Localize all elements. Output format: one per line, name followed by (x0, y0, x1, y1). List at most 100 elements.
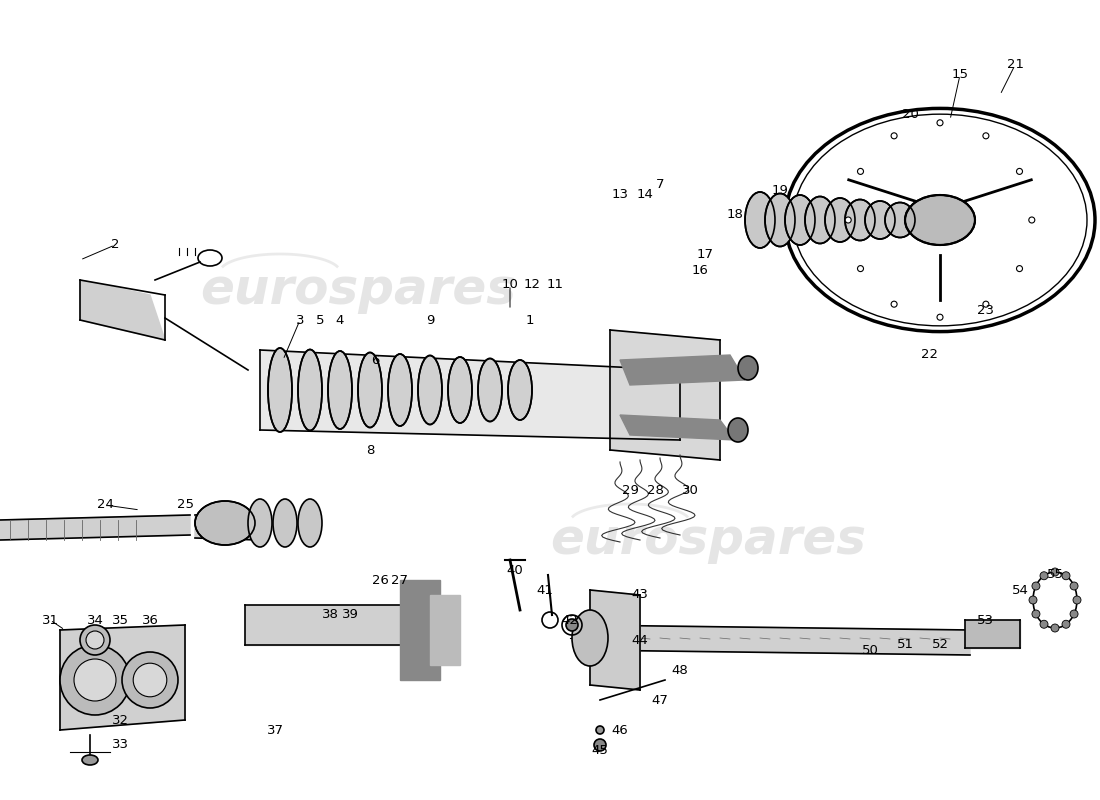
Ellipse shape (82, 755, 98, 765)
Text: 10: 10 (502, 278, 518, 291)
Text: 9: 9 (426, 314, 434, 326)
Text: 2: 2 (111, 238, 119, 251)
Text: 44: 44 (631, 634, 648, 646)
Text: 1: 1 (526, 314, 535, 326)
Text: 50: 50 (861, 643, 879, 657)
Ellipse shape (1062, 572, 1070, 580)
Text: 41: 41 (537, 583, 553, 597)
Ellipse shape (1062, 620, 1070, 628)
Ellipse shape (825, 198, 855, 242)
Ellipse shape (1050, 568, 1059, 576)
Polygon shape (245, 605, 430, 645)
Text: 24: 24 (97, 498, 113, 511)
Ellipse shape (738, 356, 758, 380)
Text: 35: 35 (111, 614, 129, 626)
Ellipse shape (388, 354, 412, 426)
Text: 27: 27 (392, 574, 408, 586)
Text: 52: 52 (932, 638, 948, 651)
Polygon shape (60, 625, 185, 730)
Text: 22: 22 (922, 349, 938, 362)
Ellipse shape (886, 202, 915, 238)
Ellipse shape (728, 418, 748, 442)
Ellipse shape (1028, 217, 1035, 223)
Ellipse shape (596, 726, 604, 734)
Ellipse shape (122, 652, 178, 708)
Polygon shape (620, 355, 745, 385)
Ellipse shape (195, 501, 255, 545)
Text: 17: 17 (696, 249, 714, 262)
Text: 3: 3 (296, 314, 305, 326)
Text: 32: 32 (111, 714, 129, 726)
Ellipse shape (566, 619, 578, 631)
Text: 25: 25 (176, 498, 194, 511)
Ellipse shape (1016, 168, 1023, 174)
Text: 53: 53 (977, 614, 993, 626)
Ellipse shape (418, 355, 442, 425)
Ellipse shape (891, 301, 898, 307)
Text: 48: 48 (672, 663, 689, 677)
Polygon shape (80, 280, 165, 340)
Ellipse shape (1016, 266, 1023, 272)
Text: 6: 6 (371, 354, 380, 366)
Text: 43: 43 (631, 589, 648, 602)
Ellipse shape (745, 192, 776, 248)
Polygon shape (260, 350, 680, 440)
Ellipse shape (133, 663, 167, 697)
Ellipse shape (80, 625, 110, 655)
Polygon shape (580, 625, 970, 655)
Text: 13: 13 (612, 189, 628, 202)
Text: 23: 23 (977, 303, 993, 317)
Text: 14: 14 (637, 189, 653, 202)
Polygon shape (0, 515, 190, 540)
Text: 16: 16 (692, 263, 708, 277)
Ellipse shape (983, 301, 989, 307)
Text: 54: 54 (1012, 583, 1028, 597)
Text: 55: 55 (1046, 569, 1064, 582)
Text: 8: 8 (366, 443, 374, 457)
Text: 42: 42 (562, 614, 579, 626)
Ellipse shape (328, 351, 352, 429)
Text: eurospares: eurospares (550, 516, 866, 564)
Text: 46: 46 (612, 723, 628, 737)
Ellipse shape (358, 353, 382, 427)
Polygon shape (195, 510, 260, 540)
Ellipse shape (845, 217, 851, 223)
Text: 28: 28 (647, 483, 663, 497)
Text: 11: 11 (547, 278, 563, 291)
Text: 19: 19 (771, 183, 789, 197)
Ellipse shape (1040, 572, 1048, 580)
Text: eurospares: eurospares (200, 266, 516, 314)
Text: 5: 5 (316, 314, 324, 326)
Polygon shape (620, 415, 735, 440)
Ellipse shape (1072, 596, 1081, 604)
Text: 45: 45 (592, 743, 608, 757)
Text: 29: 29 (621, 483, 638, 497)
Ellipse shape (478, 358, 502, 422)
Ellipse shape (1070, 610, 1078, 618)
Polygon shape (590, 590, 640, 690)
Text: 39: 39 (342, 609, 359, 622)
Ellipse shape (937, 120, 943, 126)
Ellipse shape (508, 360, 532, 420)
Ellipse shape (937, 314, 943, 320)
Ellipse shape (983, 133, 989, 139)
Text: 33: 33 (111, 738, 129, 751)
Ellipse shape (248, 499, 272, 547)
Text: 31: 31 (42, 614, 58, 626)
Text: 37: 37 (266, 723, 284, 737)
Ellipse shape (1070, 582, 1078, 590)
Ellipse shape (805, 197, 835, 243)
Ellipse shape (858, 266, 864, 272)
Ellipse shape (764, 194, 795, 246)
Ellipse shape (845, 199, 875, 241)
Ellipse shape (1040, 620, 1048, 628)
Polygon shape (610, 330, 720, 460)
Ellipse shape (785, 195, 815, 245)
Ellipse shape (86, 631, 104, 649)
Ellipse shape (891, 133, 898, 139)
Ellipse shape (298, 499, 322, 547)
Text: 38: 38 (321, 609, 339, 622)
Ellipse shape (1028, 596, 1037, 604)
Ellipse shape (1050, 624, 1059, 632)
Ellipse shape (594, 739, 606, 751)
